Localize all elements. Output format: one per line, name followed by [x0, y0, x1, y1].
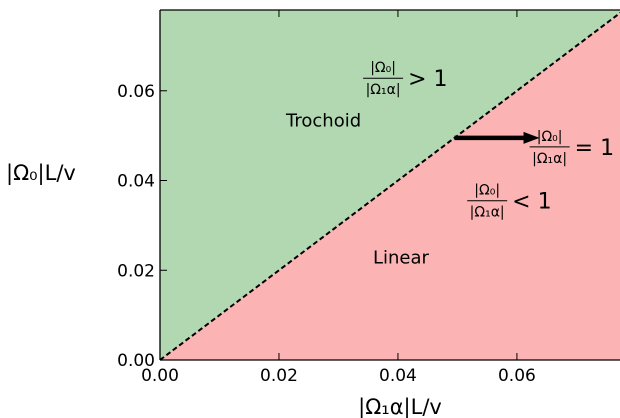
region-labels: Trochoid Linear: [285, 111, 429, 269]
relation-text: < 1: [512, 190, 551, 215]
annotation-upper: |Ω₀| |Ω₁α| > 1: [363, 60, 448, 98]
x-tick-label: 0.02: [260, 366, 298, 386]
y-tick-label: 0.02: [117, 261, 155, 281]
x-axis-label: |Ω₁α|L/v: [358, 395, 442, 418]
region-label-linear: Linear: [373, 248, 430, 269]
region-label-trochoid: Trochoid: [285, 111, 361, 132]
fraction-numerator: |Ω₀|: [370, 60, 396, 76]
relation-text: > 1: [408, 67, 447, 92]
y-tick-label: 0.04: [117, 172, 155, 192]
ratio-annotations: |Ω₀| |Ω₁α| > 1 |Ω₀| |Ω₁α| < 1 |Ω₀| |Ω₁α| = 1: [363, 60, 614, 221]
boundary-line: [159, 11, 620, 361]
y-tick-label: 0.06: [117, 82, 155, 102]
axes-frame: [159, 9, 620, 361]
fraction-numerator: |Ω₀|: [537, 129, 563, 145]
relation-text: = 1: [575, 136, 614, 161]
fraction-denominator: |Ω₁α|: [366, 82, 401, 98]
x-tick-label: 0.04: [379, 366, 417, 386]
fraction-numerator: |Ω₀|: [474, 183, 500, 199]
fraction-denominator: |Ω₁α|: [532, 151, 567, 167]
x-tick-label: 0.00: [141, 366, 179, 386]
boundary-arrow: [454, 131, 540, 144]
y-axis-label: |Ω₀|L/v: [6, 161, 76, 186]
ticks: 0.00 0.02 0.04 0.06 0.00 0.02 0.04 0.06: [117, 10, 536, 386]
arrow-head: [523, 131, 540, 144]
annotation-lower: |Ω₀| |Ω₁α| < 1: [467, 183, 552, 221]
x-tick-label: 0.06: [498, 366, 536, 386]
annotation-equal: |Ω₀| |Ω₁α| = 1: [529, 129, 614, 167]
y-tick-label: 0.00: [117, 351, 155, 371]
fraction-denominator: |Ω₁α|: [470, 205, 505, 221]
